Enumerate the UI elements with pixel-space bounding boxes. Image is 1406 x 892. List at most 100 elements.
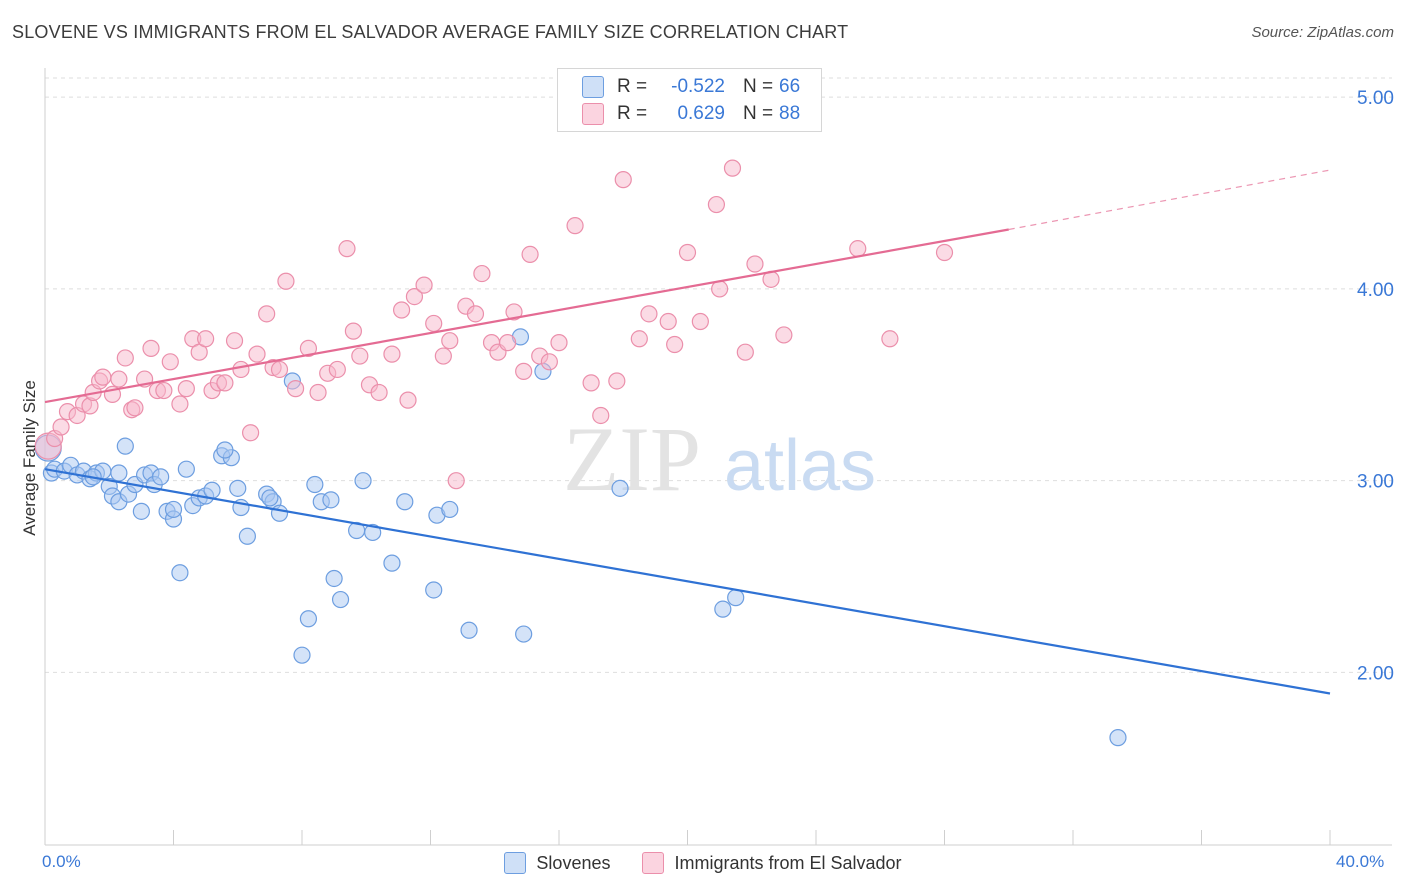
- legend-row-slovenes: R = -0.522 N = 66: [582, 75, 800, 99]
- salvador-point: [338, 240, 356, 258]
- salvador-point: [736, 343, 754, 361]
- salvador-point: [499, 334, 517, 352]
- salvador-point: [678, 243, 697, 262]
- salvador-point: [466, 305, 485, 323]
- salvador-point: [177, 380, 195, 398]
- salvador-point: [415, 276, 433, 294]
- series-label-salvador: Immigrants from El Salvador: [674, 852, 902, 873]
- series-label-slovenes: Slovenes: [536, 852, 611, 873]
- chart-title: SLOVENE VS IMMIGRANTS FROM EL SALVADOR A…: [12, 22, 849, 42]
- legend-r-value: 0.629: [677, 103, 725, 124]
- legend-r-label: R =: [617, 103, 648, 124]
- salvador-point: [242, 424, 260, 442]
- series-legend-slovenes[interactable]: Slovenes: [504, 852, 610, 874]
- salvador-point: [171, 395, 189, 413]
- slovene-point: [383, 554, 401, 572]
- salvador-point: [52, 418, 70, 436]
- slovene-point: [611, 479, 629, 497]
- slovene-point: [396, 493, 414, 511]
- salvador-point: [110, 370, 128, 388]
- salvador-point: [197, 330, 215, 348]
- salvador-point: [640, 305, 658, 323]
- watermark: ZIP atlas: [563, 408, 876, 510]
- salvador-trend-line: [44, 228, 1009, 404]
- slovene-point: [171, 564, 189, 582]
- salvador-point: [849, 240, 867, 258]
- salvador-point: [344, 322, 362, 340]
- legend-n-label: N =: [743, 76, 774, 97]
- salvador-point: [935, 243, 954, 262]
- legend-swatch-slovenes: [582, 76, 604, 98]
- slovene-point: [177, 460, 195, 478]
- salvador-point: [383, 345, 401, 363]
- salvador-point: [392, 301, 411, 319]
- slovene-point: [306, 475, 324, 494]
- legend-swatch-salvador: [582, 103, 604, 125]
- x-tick-label-min: 0.0%: [42, 852, 81, 871]
- salvador-point: [592, 406, 610, 425]
- slovene-point: [110, 464, 128, 482]
- y-tick-label: 4.00: [1357, 280, 1394, 301]
- slovene-point: [425, 581, 443, 599]
- axis-layer: 2.00 3.00 4.00 5.00: [44, 68, 1394, 846]
- salvador-point: [94, 368, 112, 386]
- salvador-point: [582, 374, 600, 392]
- legend-r-value: -0.522: [671, 76, 725, 97]
- slovene-point: [460, 621, 478, 639]
- salvador-point: [659, 312, 677, 331]
- salvador-point: [515, 362, 533, 380]
- legend-row-salvador: R = 0.629 N = 88: [582, 102, 800, 126]
- y-tick-label: 5.00: [1357, 88, 1394, 109]
- salvador-point: [521, 245, 539, 264]
- salvador-point: [505, 303, 523, 321]
- slovene-point: [727, 589, 745, 607]
- salvador-point: [370, 383, 388, 402]
- series-legend-salvador[interactable]: Immigrants from El Salvador: [642, 852, 902, 874]
- slovene-point: [354, 472, 372, 490]
- slovene-point: [364, 523, 382, 542]
- salvador-point: [232, 360, 250, 379]
- legend-n-value: 66: [779, 76, 801, 97]
- legend-n-value: 88: [779, 103, 801, 124]
- stats-legend: R = -0.522 N = 66 R = 0.629 N = 88: [557, 68, 822, 132]
- salvador-point: [441, 332, 459, 350]
- salvador-point: [270, 360, 289, 379]
- salvador-point: [614, 171, 632, 189]
- salvador-point: [126, 399, 144, 417]
- slovene-point: [261, 489, 279, 507]
- source-credit: Source: ZipAtlas.com: [1251, 24, 1394, 41]
- salvador-point: [116, 349, 134, 367]
- watermark-zip: ZIP: [563, 408, 701, 510]
- salvador-point: [399, 391, 417, 409]
- salvador-point: [550, 334, 568, 352]
- series-legend: Slovenes Immigrants from El Salvador: [0, 852, 1406, 874]
- slovene-point: [325, 569, 343, 588]
- salvador-point: [248, 345, 266, 363]
- salvador-point: [425, 314, 443, 333]
- salvador-point: [630, 330, 648, 348]
- series-swatch-slovenes: [504, 852, 527, 874]
- slovene-point: [270, 504, 289, 522]
- y-tick-label: 3.00: [1357, 472, 1394, 493]
- slovene-point: [116, 437, 134, 455]
- salvador-point: [434, 347, 452, 365]
- slovene-point: [441, 500, 459, 519]
- salvador-point: [608, 372, 626, 390]
- salvador-point: [775, 326, 793, 344]
- slovene-point: [322, 491, 340, 509]
- salvador-point: [258, 305, 276, 323]
- salvador-point: [405, 287, 424, 306]
- slovene-point: [152, 468, 170, 486]
- slovene-point: [293, 646, 311, 664]
- legend-n-label: N =: [743, 103, 774, 124]
- slovene-point: [515, 625, 533, 643]
- salvador-point: [286, 380, 305, 398]
- salvador-point: [473, 264, 491, 283]
- salvador-point: [746, 255, 764, 273]
- salvador-point: [155, 381, 173, 400]
- salvador-point: [277, 272, 295, 290]
- slovene-point: [203, 481, 221, 499]
- slovene-point: [164, 500, 183, 519]
- slovene-point: [1109, 729, 1127, 747]
- slovene-point: [714, 600, 732, 618]
